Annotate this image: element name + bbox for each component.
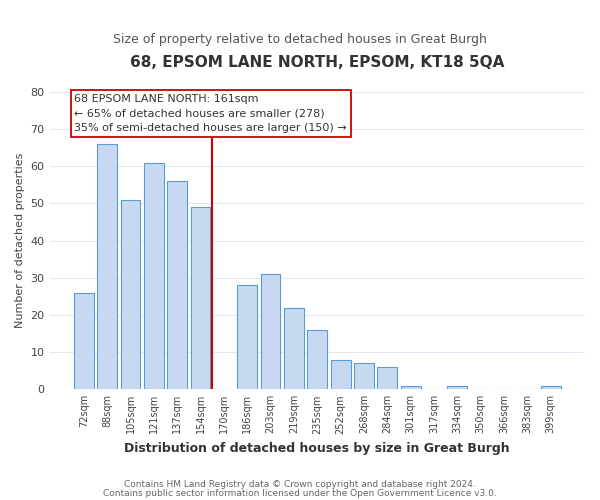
Bar — [401, 386, 421, 390]
Bar — [191, 207, 211, 390]
Bar — [331, 360, 350, 390]
Text: Contains HM Land Registry data © Crown copyright and database right 2024.: Contains HM Land Registry data © Crown c… — [124, 480, 476, 489]
Y-axis label: Number of detached properties: Number of detached properties — [15, 153, 25, 328]
Bar — [377, 367, 397, 390]
Bar — [97, 144, 117, 390]
X-axis label: Distribution of detached houses by size in Great Burgh: Distribution of detached houses by size … — [124, 442, 510, 455]
Bar — [167, 181, 187, 390]
Bar — [238, 285, 257, 390]
Bar — [354, 364, 374, 390]
Bar — [307, 330, 327, 390]
Text: Size of property relative to detached houses in Great Burgh: Size of property relative to detached ho… — [113, 32, 487, 46]
Bar — [74, 292, 94, 390]
Bar — [284, 308, 304, 390]
Title: 68, EPSOM LANE NORTH, EPSOM, KT18 5QA: 68, EPSOM LANE NORTH, EPSOM, KT18 5QA — [130, 55, 505, 70]
Bar — [144, 162, 164, 390]
Bar — [121, 200, 140, 390]
Text: Contains public sector information licensed under the Open Government Licence v3: Contains public sector information licen… — [103, 488, 497, 498]
Bar — [541, 386, 560, 390]
Bar — [448, 386, 467, 390]
Bar — [260, 274, 280, 390]
Text: 68 EPSOM LANE NORTH: 161sqm
← 65% of detached houses are smaller (278)
35% of se: 68 EPSOM LANE NORTH: 161sqm ← 65% of det… — [74, 94, 347, 134]
